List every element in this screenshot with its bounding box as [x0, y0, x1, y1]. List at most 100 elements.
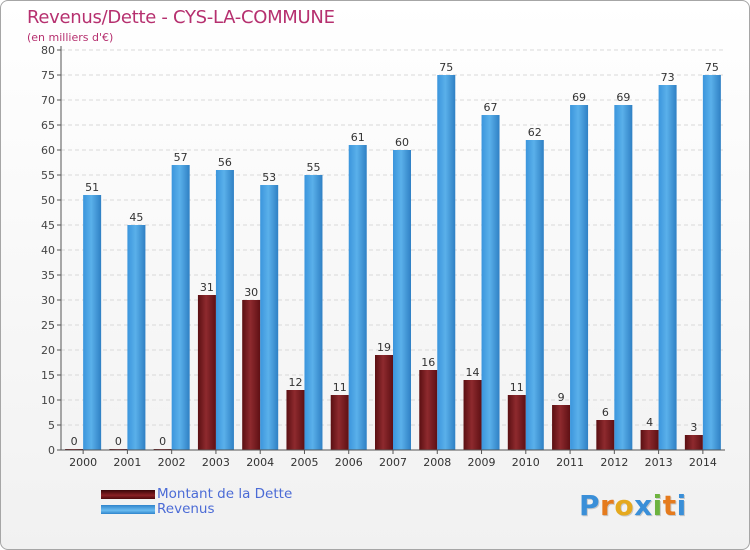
label-dette-2004: 30 — [244, 286, 258, 299]
chart-title: Revenus/Dette - CYS-LA-COMMUNE — [27, 7, 335, 28]
x-tick-label-2007: 2007 — [379, 456, 407, 469]
logo-letter: x — [634, 489, 653, 522]
label-revenus-2004: 53 — [262, 171, 276, 184]
bar-revenus-2008 — [437, 75, 456, 450]
bar-dette-2006 — [330, 395, 349, 450]
y-tick-label-5: 5 — [48, 419, 55, 432]
bar-dette-2013 — [640, 430, 659, 450]
x-tick-label-2002: 2002 — [158, 456, 186, 469]
logo-letter: o — [614, 489, 635, 522]
label-revenus-2005: 55 — [306, 161, 320, 174]
y-tick-label-60: 60 — [41, 144, 55, 157]
logo-letter: r — [600, 489, 615, 522]
bar-dette-2005 — [286, 390, 305, 450]
y-tick-label-70: 70 — [41, 94, 55, 107]
x-tick-label-2011: 2011 — [556, 456, 584, 469]
label-dette-2014: 3 — [690, 421, 697, 434]
bar-revenus-2004 — [260, 185, 279, 450]
x-tick-label-2010: 2010 — [512, 456, 540, 469]
y-tick-label-50: 50 — [41, 194, 55, 207]
legend-swatch-revenus — [101, 505, 155, 514]
bar-dette-2012 — [596, 420, 615, 450]
label-revenus-2012: 69 — [616, 91, 630, 104]
x-tick-label-2012: 2012 — [600, 456, 628, 469]
logo-letter: P — [579, 489, 601, 522]
label-dette-2008: 16 — [421, 356, 435, 369]
y-tick-label-65: 65 — [41, 119, 55, 132]
bar-dette-2003 — [197, 295, 216, 450]
y-tick-label-0: 0 — [48, 444, 55, 457]
x-tick-label-2013: 2013 — [645, 456, 673, 469]
legend-swatch-dette — [101, 490, 155, 499]
y-tick-label-25: 25 — [41, 319, 55, 332]
x-tick-label-2008: 2008 — [423, 456, 451, 469]
label-dette-2000: 0 — [71, 435, 78, 448]
y-tick-label-40: 40 — [41, 244, 55, 257]
y-tick-label-55: 55 — [41, 169, 55, 182]
bar-revenus-2009 — [481, 115, 500, 450]
x-tick-label-2003: 2003 — [202, 456, 230, 469]
label-dette-2011: 9 — [558, 391, 565, 404]
bar-revenus-2010 — [525, 140, 544, 450]
logo-letter: i — [652, 489, 663, 522]
logo-letter: i — [676, 489, 687, 522]
label-revenus-2007: 60 — [395, 136, 409, 149]
label-revenus-2008: 75 — [439, 61, 453, 74]
x-tick-label-2004: 2004 — [246, 456, 274, 469]
chart-subtitle: (en milliers d'€) — [27, 31, 114, 44]
legend-label-revenus: Revenus — [157, 501, 215, 517]
bar-revenus-2013 — [658, 85, 677, 450]
bar-dette-2011 — [552, 405, 571, 450]
bar-revenus-2006 — [348, 145, 367, 450]
label-dette-2013: 4 — [646, 416, 653, 429]
x-tick-label-2009: 2009 — [468, 456, 496, 469]
bar-revenus-2011 — [570, 105, 589, 450]
x-tick-label-2001: 2001 — [113, 456, 141, 469]
label-revenus-2009: 67 — [484, 101, 498, 114]
y-tick-label-35: 35 — [41, 269, 55, 282]
label-revenus-2001: 45 — [129, 211, 143, 224]
bar-revenus-2014 — [702, 75, 721, 450]
label-dette-2005: 12 — [288, 376, 302, 389]
label-revenus-2014: 75 — [705, 61, 719, 74]
label-dette-2007: 19 — [377, 341, 391, 354]
bar-revenus-2003 — [215, 170, 234, 450]
label-revenus-2003: 56 — [218, 156, 232, 169]
bar-dette-2010 — [507, 395, 526, 450]
label-revenus-2000: 51 — [85, 181, 99, 194]
y-tick-label-20: 20 — [41, 344, 55, 357]
x-tick-label-2014: 2014 — [689, 456, 717, 469]
label-dette-2012: 6 — [602, 406, 609, 419]
label-dette-2003: 31 — [200, 281, 214, 294]
x-tick-label-2006: 2006 — [335, 456, 363, 469]
proxiti-logo: Proxiti — [579, 489, 687, 522]
y-tick-label-30: 30 — [41, 294, 55, 307]
bar-dette-2009 — [463, 380, 482, 450]
bar-revenus-2012 — [614, 105, 633, 450]
logo-letter: t — [662, 489, 677, 522]
y-tick-label-45: 45 — [41, 219, 55, 232]
label-dette-2009: 14 — [466, 366, 480, 379]
label-dette-2002: 0 — [159, 435, 166, 448]
x-tick-label-2000: 2000 — [69, 456, 97, 469]
label-dette-2010: 11 — [510, 381, 524, 394]
bar-revenus-2002 — [171, 165, 190, 450]
bar-revenus-2005 — [304, 175, 323, 450]
bar-dette-2008 — [419, 370, 438, 450]
bar-dette-2007 — [375, 355, 393, 450]
bar-dette-2004 — [242, 300, 261, 450]
bar-dette-2014 — [684, 435, 703, 450]
label-dette-2006: 11 — [333, 381, 347, 394]
y-tick-label-15: 15 — [41, 369, 55, 382]
y-tick-label-80: 80 — [41, 44, 55, 57]
label-revenus-2010: 62 — [528, 126, 542, 139]
label-revenus-2006: 61 — [351, 131, 365, 144]
legend-label-dette: Montant de la Dette — [157, 486, 293, 502]
y-tick-label-75: 75 — [41, 69, 55, 82]
x-tick-label-2005: 2005 — [290, 456, 318, 469]
bar-revenus-2007 — [393, 150, 411, 450]
label-revenus-2011: 69 — [572, 91, 586, 104]
label-dette-2001: 0 — [115, 435, 122, 448]
y-tick-label-10: 10 — [41, 394, 55, 407]
